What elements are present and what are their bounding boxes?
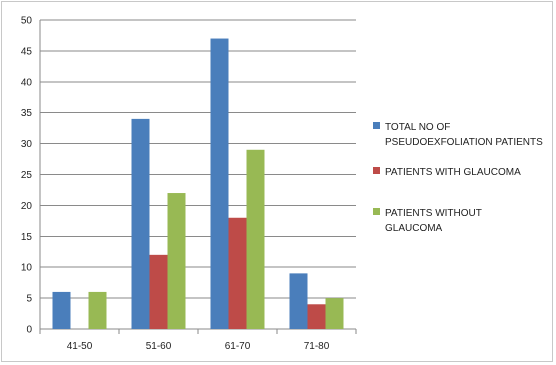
bar <box>88 291 107 329</box>
y-tick-label: 50 <box>21 16 33 27</box>
y-tick-label: 10 <box>21 263 33 274</box>
y-tick-label: 5 <box>26 294 32 305</box>
bar <box>325 298 344 329</box>
legend-swatch <box>373 167 380 174</box>
x-tick-label: 61-70 <box>225 341 251 352</box>
gridlines <box>40 19 356 299</box>
legend-label: GLAUCOMA <box>385 223 443 234</box>
bar <box>228 217 247 329</box>
x-tick-label: 41-50 <box>67 341 93 352</box>
legend-label: PSEUDOEXFOLIATION PATIENTS <box>385 137 543 148</box>
bar <box>307 304 326 329</box>
legend: TOTAL NO OF PSEUDOEXFOLIATION PATIENTS PAT… <box>373 122 543 234</box>
y-tick-label: 20 <box>21 201 33 212</box>
bar <box>246 149 265 329</box>
y-tick-label: 35 <box>21 108 33 119</box>
tick-labels: 0 5 10 15 20 25 30 35 40 45 50 41-50 51-60 61-70 71-80 <box>21 16 330 353</box>
legend-swatch <box>373 208 380 215</box>
x-tick-label: 71-80 <box>304 341 330 352</box>
y-tick-label: 15 <box>21 232 33 243</box>
bar <box>131 118 150 329</box>
legend-swatch <box>373 122 380 129</box>
legend-label: TOTAL NO OF <box>385 122 450 133</box>
y-tick-label: 30 <box>21 139 33 150</box>
y-tick-label: 45 <box>21 46 33 57</box>
bar <box>210 38 229 329</box>
bar <box>167 193 186 329</box>
y-tick-label: 40 <box>21 77 33 88</box>
bar <box>289 273 308 329</box>
bar <box>52 291 71 329</box>
x-tick-label: 51-60 <box>146 341 172 352</box>
legend-label: PATIENTS WITH GLAUCOMA <box>385 167 521 178</box>
axes <box>39 20 357 334</box>
y-tick-label: 0 <box>26 325 32 336</box>
legend-label: PATIENTS WITHOUT <box>385 208 482 219</box>
y-tick-label: 25 <box>21 170 33 181</box>
bar <box>149 254 168 329</box>
bars <box>52 38 344 329</box>
